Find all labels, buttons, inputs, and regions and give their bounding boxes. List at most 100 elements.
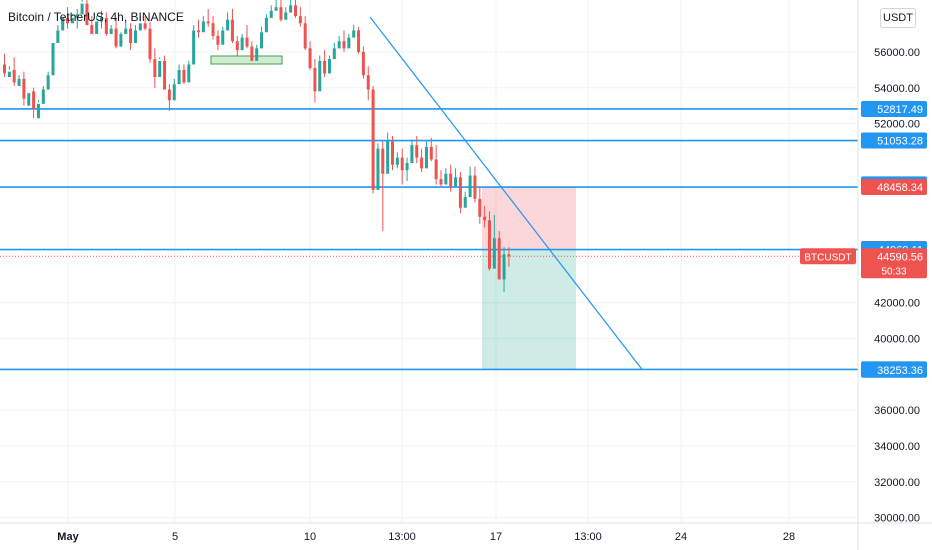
currency-badge[interactable]: USDT: [880, 8, 916, 28]
candle-body: [274, 7, 278, 11]
candle-body: [104, 17, 108, 35]
candle-body: [313, 68, 317, 92]
candle-body: [294, 5, 297, 17]
candle-body: [3, 64, 6, 74]
price-tick-label: 40000.00: [874, 334, 920, 346]
candle-body: [269, 10, 273, 18]
candle-body: [143, 23, 147, 29]
candle-body: [12, 69, 16, 83]
price-axis-ticks: 30000.00 32000.00 34000.00 36000.00 40000.00…: [874, 47, 920, 525]
candle-body: [463, 197, 467, 208]
candle-body: [75, 14, 79, 18]
candle-body: [298, 16, 302, 24]
candle-body: [124, 28, 128, 35]
candle-body: [206, 21, 210, 24]
candle-body: [361, 51, 365, 76]
candle-body: [148, 28, 152, 60]
candle-body: [216, 35, 220, 45]
candle-body: [289, 5, 293, 13]
candle-body: [337, 41, 341, 49]
candle-body: [497, 238, 501, 280]
price-label-text: 48458.34: [877, 182, 923, 194]
candle-body: [114, 28, 118, 47]
candle-body: [197, 30, 200, 33]
candle-body: [347, 37, 351, 49]
candle-body: [405, 162, 409, 171]
time-tick-label: 13:00: [388, 531, 416, 543]
candle-body: [211, 23, 215, 36]
candle-body: [167, 89, 171, 101]
candle-body: [109, 28, 113, 35]
candle-body: [400, 157, 404, 171]
candle-body: [95, 21, 99, 35]
candle-body: [415, 145, 419, 158]
candle-body: [32, 91, 36, 110]
candle-body: [221, 30, 225, 45]
price-tick-label: 36000.00: [874, 405, 920, 417]
candle-body: [7, 71, 11, 78]
candle-body: [85, 3, 89, 26]
candle-body: [260, 32, 264, 49]
candle-body: [27, 93, 31, 106]
candle-body: [357, 30, 361, 52]
price-label-red: [861, 179, 927, 196]
symbol-tag-label: BTCUSDT: [804, 252, 851, 263]
candle-body: [376, 148, 380, 190]
candle-body: [323, 60, 327, 74]
candle-body: [36, 103, 40, 119]
symbol-tag: [800, 248, 856, 265]
symbol-title: Bitcoin / TetherUS, 4h, BINANCE: [8, 10, 184, 24]
price-label-blue: [861, 132, 927, 149]
candle-body: [284, 12, 288, 20]
candle-body: [46, 75, 50, 90]
candle-body: [245, 37, 249, 47]
trend-line: [369, 16, 643, 370]
candle-body: [172, 84, 176, 101]
candle-body: [327, 59, 331, 74]
price-label-text: 52817.49: [877, 104, 923, 116]
candle-body: [308, 48, 312, 69]
price-label-text: 44590.56: [877, 251, 923, 263]
candle-body: [192, 30, 196, 65]
price-tick-label: 32000.00: [874, 477, 920, 489]
time-tick-label: May: [57, 531, 79, 543]
candle-body: [352, 30, 356, 38]
candle-body: [133, 30, 137, 43]
highlight-rectangle: [210, 55, 283, 65]
time-tick-label: 10: [304, 531, 316, 543]
candle-body: [153, 59, 157, 78]
candle-body: [230, 19, 234, 42]
candle-body: [478, 198, 482, 217]
candle-body: [434, 159, 438, 180]
price-tick-label: 30000.00: [874, 513, 920, 525]
candle-body: [424, 146, 428, 169]
candle-body: [318, 60, 322, 92]
candle-body: [483, 216, 487, 221]
candle-body: [129, 28, 133, 43]
candle-body: [279, 7, 283, 20]
price-tick-label: 52000.00: [874, 119, 920, 131]
candle-body: [449, 173, 453, 187]
candle-body: [240, 37, 244, 51]
candle-body: [371, 89, 375, 190]
candle-body: [439, 179, 443, 185]
candle-body: [17, 78, 21, 86]
time-tick-label: 28: [783, 531, 795, 543]
price-tick-label: 54000.00: [874, 83, 920, 95]
candle-body: [366, 75, 370, 90]
price-label-red: [861, 248, 927, 279]
position-target-zone: [482, 249, 576, 370]
candle-body: [454, 177, 458, 187]
candle-body: [70, 17, 74, 24]
price-tick-label: 42000.00: [874, 298, 920, 310]
time-tick-label: 17: [490, 531, 502, 543]
candle-body: [488, 220, 491, 269]
price-label-text: 51053.28: [877, 136, 923, 148]
price-label-text: 38253.36: [877, 365, 923, 377]
price-tick-label: 56000.00: [874, 47, 920, 59]
candle-body: [502, 254, 506, 280]
candle-body: [492, 238, 496, 269]
time-tick-label: 13:00: [574, 531, 602, 543]
